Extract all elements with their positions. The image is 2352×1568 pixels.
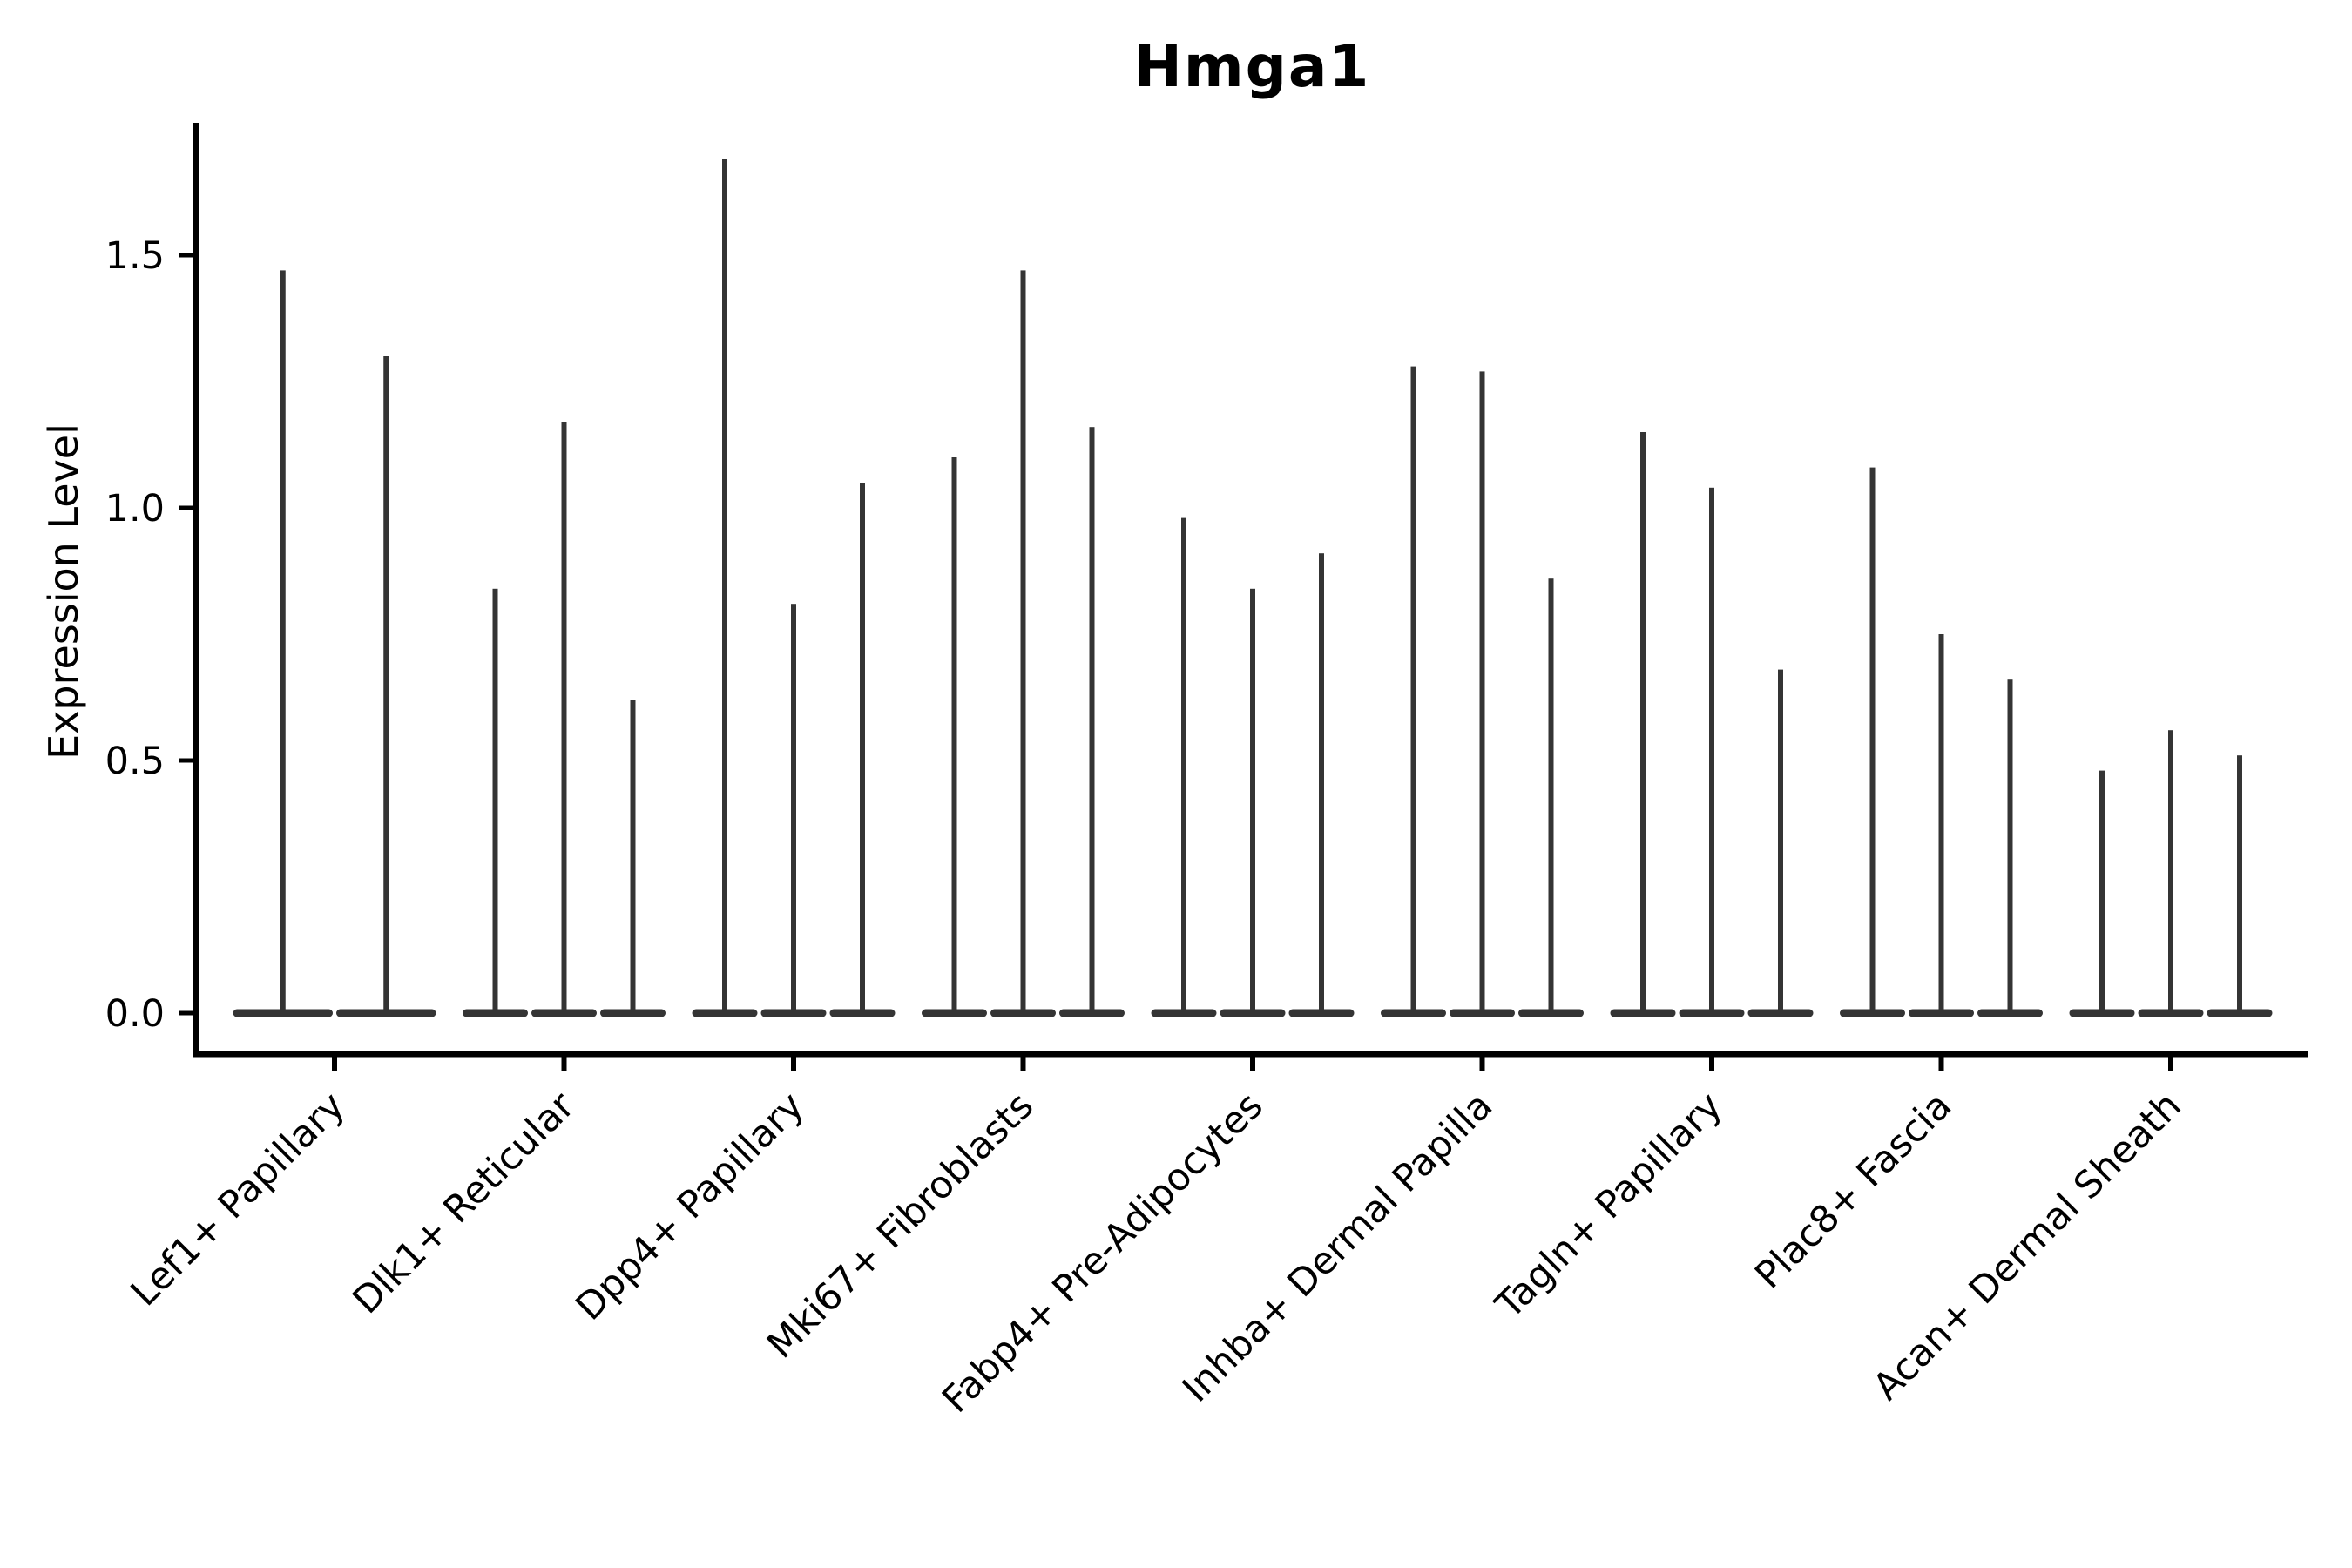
violin-spike-2-0 [722,159,727,1017]
violin-spike-5-0 [1410,366,1416,1017]
violin-base-4-1 [1220,1009,1286,1017]
violin-spike-4-0 [1181,517,1186,1016]
violin-base-7-1 [1909,1009,1974,1017]
violin-spike-6-0 [1640,432,1646,1016]
violin-spike-1-0 [492,588,498,1016]
violin-spike-8-1 [2168,730,2173,1016]
chart-title: Hmga1 [1133,33,1371,100]
x-tick-label-6: Tagln+ Papillary [1487,1084,1731,1328]
violin-spike-5-1 [1479,371,1485,1016]
violin-base-6-0 [1610,1009,1676,1017]
violin-base-1-0 [463,1009,528,1017]
y-tick-label-0: 0.0 [105,992,165,1036]
violin-base-5-1 [1450,1009,1515,1017]
violin-base-8-1 [2138,1009,2204,1017]
violin-base-4-0 [1151,1009,1217,1017]
violin-base-7-2 [1977,1009,2043,1017]
violin-spike-4-1 [1250,588,1255,1016]
violin-spike-3-0 [951,457,957,1016]
violin-spike-8-2 [2237,755,2242,1016]
violin-base-3-2 [1059,1009,1125,1017]
y-tick-label-3: 1.5 [105,234,165,278]
violin-spike-6-1 [1709,487,1714,1016]
violin-spike-0-1 [383,356,389,1016]
violin-spike-5-2 [1548,578,1554,1016]
x-tick-label-2: Dpp4+ Papillary [568,1084,813,1328]
violin-spike-2-2 [860,483,865,1016]
violin-base-1-2 [600,1009,666,1017]
violin-spike-3-1 [1020,270,1026,1016]
violin-spike-7-1 [1938,634,1944,1016]
violin-spike-3-2 [1089,427,1095,1016]
y-tick-label-1: 0.5 [105,740,165,783]
violin-base-2-2 [829,1009,896,1017]
violin-base-0-0 [233,1009,333,1017]
violin-base-4-2 [1288,1009,1355,1017]
x-tick-label-0: Lef1+ Papillary [123,1084,354,1315]
x-tick-label-7: Plac8+ Fascia [1747,1084,1960,1297]
violin-base-8-2 [2207,1009,2273,1017]
violin-spike-2-1 [791,604,796,1016]
violin-spike-6-2 [1778,669,1783,1016]
violin-base-1-1 [531,1009,597,1017]
violin-base-3-0 [922,1009,987,1017]
violin-base-7-0 [1840,1009,1905,1017]
violin-spike-7-0 [1869,467,1876,1016]
violin-base-3-1 [990,1009,1056,1017]
violin-spike-1-1 [561,422,567,1016]
violin-spike-0-0 [280,270,286,1016]
violin-spike-8-0 [2099,770,2105,1016]
violin-spike-4-2 [1319,553,1324,1016]
y-tick-label-2: 1.0 [105,487,165,531]
violin-base-2-1 [760,1009,827,1017]
violin-base-5-0 [1381,1009,1446,1017]
violin-base-2-0 [692,1009,758,1017]
violin-spike-7-2 [2007,679,2013,1016]
violin-base-8-0 [2069,1009,2135,1017]
violin-base-5-2 [1518,1009,1584,1017]
violin-spike-1-2 [630,700,636,1016]
violin-base-0-1 [336,1009,436,1017]
violin-base-6-2 [1747,1009,1814,1017]
x-tick-label-1: Dlk1+ Reticular [345,1084,584,1322]
violin-base-6-1 [1679,1009,1745,1017]
